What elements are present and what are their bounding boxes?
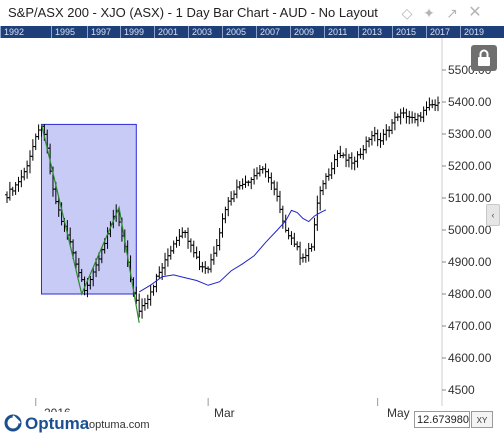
date-axis-label: May — [387, 406, 410, 420]
price-axis-label: 4800.00 — [448, 287, 492, 301]
timeline-scroller[interactable]: 1992 1995 1997 1999 2001 2003 2005 2007 … — [0, 26, 504, 38]
price-chart[interactable]: 5500.005400.005300.005200.005100.005000.… — [0, 38, 504, 406]
timeline-year[interactable]: 2001 — [154, 26, 188, 38]
footer-branding: Optuma optuma.com — [0, 412, 180, 435]
timeline-year[interactable]: 2013 — [358, 26, 392, 38]
title-bar: S&P/ASX 200 - XJO (ASX) - 1 Day Bar Char… — [0, 0, 504, 26]
price-axis-label: 4700.00 — [448, 319, 492, 333]
price-axis-label: 5000.00 — [448, 223, 492, 237]
zigzag-line — [40, 124, 140, 323]
timeline-year[interactable]: 2011 — [324, 26, 358, 38]
chart-expand-handle[interactable]: ‹ — [486, 204, 500, 226]
overlay-line-layer — [138, 209, 327, 293]
price-axis-label: 4600.00 — [448, 351, 492, 365]
timeline-year[interactable]: 2007 — [256, 26, 290, 38]
zigzag-line-layer — [40, 124, 140, 323]
timeline-year[interactable]: 1995 — [51, 26, 87, 38]
timeline-year[interactable]: 2017 — [426, 26, 460, 38]
price-axis-label: 5100.00 — [448, 191, 492, 205]
price-axis-label: 5300.00 — [448, 127, 492, 141]
chart-grid — [35, 398, 379, 406]
close-icon[interactable]: ✕ — [468, 4, 482, 21]
cursor-value-field[interactable]: 12.673980 — [414, 411, 470, 428]
timeline-year[interactable]: 2009 — [290, 26, 324, 38]
price-axis-label: 4900.00 — [448, 255, 492, 269]
price-axis: 5500.005400.005300.005200.005100.005000.… — [441, 38, 504, 406]
pin-icon[interactable]: ✦ — [423, 5, 435, 21]
timeline-year[interactable]: 1999 — [120, 26, 154, 38]
expand-icon[interactable]: ↗ — [446, 5, 458, 21]
xy-toggle-button[interactable]: XY — [471, 411, 493, 428]
price-axis-label: 5400.00 — [448, 95, 492, 109]
timeline-year[interactable]: 2003 — [188, 26, 222, 38]
timeline-year[interactable]: 2005 — [222, 26, 256, 38]
timeline-year[interactable]: 1992 — [0, 26, 51, 38]
timeline-year[interactable]: 1997 — [87, 26, 120, 38]
price-axis-label: 5200.00 — [448, 159, 492, 173]
overlay-series-line — [138, 209, 327, 293]
timeline-year[interactable]: 2019 — [460, 26, 504, 38]
rectangle-drawing — [40, 123, 137, 295]
rectangle-drawing-layer — [40, 123, 137, 295]
date-axis-label: Mar — [214, 406, 235, 420]
optuma-logo-icon — [4, 414, 22, 432]
price-axis-label: 4500 — [448, 383, 475, 397]
lock-icon[interactable] — [471, 45, 497, 71]
brand-site: optuma.com — [89, 419, 150, 431]
chart-title: S&P/ASX 200 - XJO (ASX) - 1 Day Bar Char… — [8, 5, 378, 20]
timeline-year[interactable]: 2015 — [392, 26, 426, 38]
brand-name: Optuma — [25, 414, 90, 433]
diamond-icon[interactable]: ◇ — [401, 5, 413, 21]
